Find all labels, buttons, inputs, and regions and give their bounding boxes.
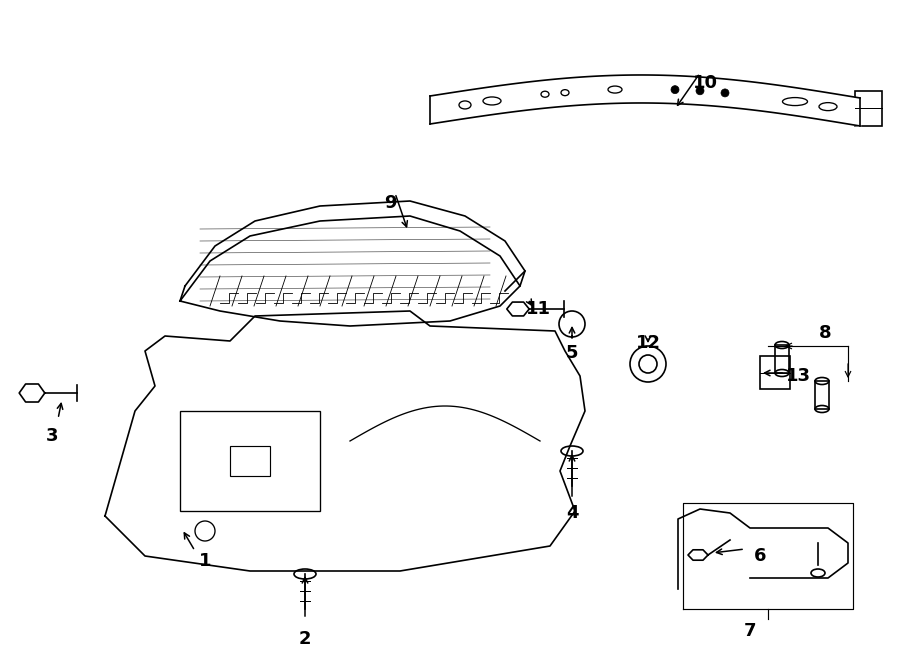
Text: 13: 13 xyxy=(786,367,811,385)
Text: 1: 1 xyxy=(199,552,212,570)
Text: 7: 7 xyxy=(743,622,756,640)
Text: 3: 3 xyxy=(46,427,58,445)
Text: 8: 8 xyxy=(819,324,832,342)
Text: 10: 10 xyxy=(692,74,717,92)
Text: 11: 11 xyxy=(526,300,551,318)
Circle shape xyxy=(721,89,729,97)
Text: 9: 9 xyxy=(383,194,396,212)
Text: 4: 4 xyxy=(566,504,578,522)
Text: 6: 6 xyxy=(754,547,766,565)
Text: 12: 12 xyxy=(635,334,661,352)
Circle shape xyxy=(671,86,679,94)
Text: 5: 5 xyxy=(566,344,578,362)
Circle shape xyxy=(696,87,704,95)
Text: 2: 2 xyxy=(299,630,311,648)
